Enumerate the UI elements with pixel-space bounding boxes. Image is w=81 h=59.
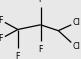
Text: F: F xyxy=(0,16,3,25)
Text: F: F xyxy=(0,34,3,43)
Text: F: F xyxy=(38,45,43,54)
Text: Cl: Cl xyxy=(73,42,81,51)
Text: F: F xyxy=(38,0,43,4)
Text: F: F xyxy=(16,52,20,59)
Text: Cl: Cl xyxy=(73,18,81,27)
